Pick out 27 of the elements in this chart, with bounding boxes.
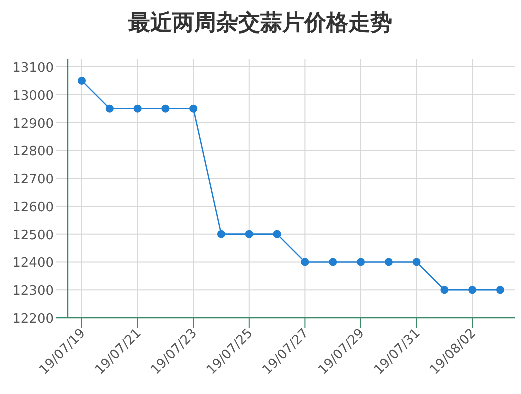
y-tick-label: 12900	[12, 116, 54, 132]
point	[412, 258, 421, 266]
point	[106, 104, 114, 113]
point	[496, 286, 504, 294]
point	[384, 258, 393, 266]
point	[440, 286, 449, 294]
point	[245, 230, 254, 238]
point	[190, 104, 198, 113]
y-tick-label: 12500	[12, 228, 54, 244]
point	[162, 104, 170, 113]
point	[78, 76, 86, 85]
point	[301, 258, 310, 266]
point	[273, 230, 282, 238]
chart-title: 最近两周杂交蒜片价格走势	[128, 10, 392, 36]
point	[134, 104, 142, 113]
y-tick-label: 12800	[12, 144, 54, 160]
y-tick-label: 12600	[12, 200, 54, 216]
point	[468, 286, 477, 294]
point	[218, 230, 226, 238]
y-tick-label: 12400	[12, 256, 54, 272]
y-tick-label: 12700	[12, 172, 54, 188]
y-tick-label: 13000	[12, 88, 54, 104]
y-tick-label: 13100	[12, 61, 54, 76]
y-tick-label: 12200	[12, 312, 54, 327]
point	[329, 258, 338, 266]
y-tick-label: 12300	[12, 284, 54, 300]
point	[357, 258, 365, 266]
